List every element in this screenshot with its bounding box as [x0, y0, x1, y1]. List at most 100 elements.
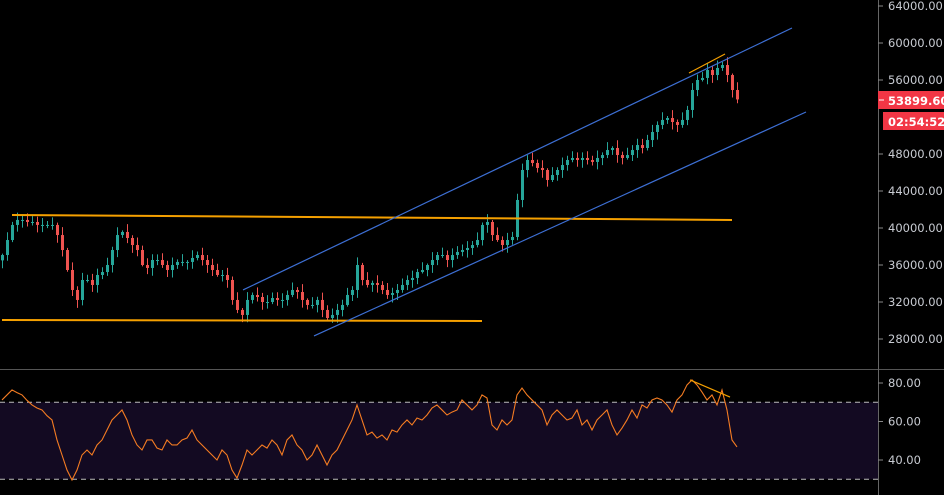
candle — [276, 292, 279, 306]
rsi-axis[interactable]: 80.00 60.00 40.00 — [878, 376, 921, 467]
candle-body — [241, 309, 244, 315]
candle — [636, 138, 639, 158]
candle — [211, 258, 214, 276]
candle-body — [51, 224, 54, 226]
candle-body — [331, 314, 334, 319]
candle-body — [166, 265, 169, 270]
candle — [426, 263, 429, 277]
candle-body — [171, 265, 174, 270]
candle-body — [531, 160, 534, 163]
candle-body — [121, 231, 124, 236]
candle — [66, 247, 69, 272]
candle — [126, 224, 129, 244]
candle-body — [61, 235, 64, 251]
candle-body — [426, 265, 429, 270]
price-tick-label: 28000.00 — [888, 332, 943, 346]
rsi-tick-label: 40.00 — [888, 453, 921, 467]
candle — [431, 252, 434, 273]
candle — [226, 267, 229, 288]
candle-body — [196, 255, 199, 258]
candle-body — [101, 272, 104, 275]
candle-body — [21, 219, 24, 221]
channel-upper-line[interactable] — [242, 27, 793, 291]
candle-body — [176, 261, 179, 265]
candle-body — [306, 299, 309, 305]
divergence-line[interactable] — [689, 379, 731, 398]
candle-body — [26, 219, 29, 222]
candle — [596, 150, 599, 170]
candle-body — [526, 160, 529, 171]
candle-body — [646, 140, 649, 148]
candle — [406, 275, 409, 291]
current-price-badge: 53899.60 02:54:52 — [878, 91, 944, 130]
candle-body — [286, 294, 289, 300]
candle-body — [711, 70, 714, 76]
candle — [206, 255, 209, 273]
candle — [436, 252, 439, 266]
candle — [151, 254, 154, 276]
candle — [346, 287, 349, 307]
candle — [231, 276, 234, 305]
candle — [221, 269, 224, 282]
candle — [171, 257, 174, 278]
horizontal-resistance-line[interactable] — [11, 213, 733, 221]
candle — [496, 227, 499, 242]
candle — [641, 138, 644, 154]
candle — [216, 263, 219, 277]
candle-body — [96, 274, 99, 285]
rsi-pane[interactable] — [0, 379, 878, 482]
candle-body — [716, 67, 719, 76]
candle — [726, 57, 729, 83]
candle — [476, 232, 479, 248]
candle-body — [266, 302, 269, 303]
candle — [696, 74, 699, 97]
candle — [681, 112, 684, 128]
candle — [671, 110, 674, 130]
candle-body — [551, 174, 554, 180]
price-tick-label: 40000.00 — [888, 221, 943, 235]
horizontal-support-line[interactable] — [1, 318, 483, 322]
rsi-band-fill — [0, 402, 878, 480]
candle — [201, 247, 204, 266]
candle — [236, 292, 239, 314]
candle-body — [696, 80, 699, 90]
price-tick-label: 36000.00 — [888, 258, 943, 272]
candle — [571, 151, 574, 163]
candle — [306, 298, 309, 310]
candle-body — [501, 240, 504, 246]
rsi-line — [1, 379, 738, 482]
candle-body — [156, 260, 159, 262]
candle-body — [631, 150, 634, 156]
candle — [461, 244, 464, 257]
candle-body — [146, 265, 149, 268]
candle-body — [76, 289, 79, 300]
candle-body — [636, 145, 639, 151]
candle — [251, 292, 254, 304]
candle-body — [206, 260, 209, 265]
candle-body — [666, 118, 669, 120]
price-pane[interactable] — [1, 27, 807, 337]
candle — [646, 134, 649, 151]
price-axis[interactable]: 64000.00 60000.00 56000.00 48000.00 44000.00… — [878, 0, 943, 346]
candle-body — [351, 289, 354, 295]
candle — [71, 262, 74, 296]
candle — [581, 152, 584, 168]
candle — [676, 119, 679, 132]
candle-body — [611, 147, 614, 151]
candle-body — [41, 224, 44, 226]
candle-body — [726, 65, 729, 76]
candle — [421, 262, 424, 274]
channel-lower-line[interactable] — [313, 111, 807, 337]
candle — [6, 232, 9, 261]
candle-body — [451, 255, 454, 261]
candle-body — [116, 235, 119, 251]
candle-body — [381, 284, 384, 290]
candle-body — [701, 77, 704, 80]
candle — [721, 62, 724, 71]
rsi-tick-label: 60.00 — [888, 415, 921, 429]
candle — [261, 292, 264, 310]
candle-body — [131, 237, 134, 246]
divergence-highs-line[interactable] — [688, 53, 726, 74]
candle — [91, 273, 94, 292]
